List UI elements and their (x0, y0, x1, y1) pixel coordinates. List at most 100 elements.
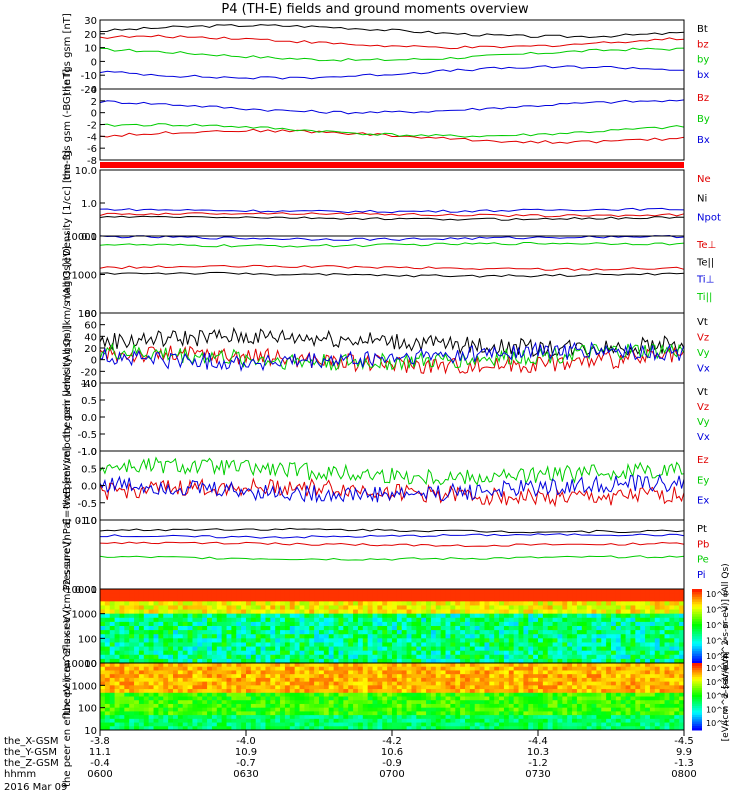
heatmap-cell (314, 666, 320, 671)
y-tick-label: 0 (91, 57, 97, 68)
heatmap-cell (635, 617, 641, 623)
heatmap-cell (396, 715, 403, 720)
heatmap-cell (489, 663, 495, 668)
heatmap-cell (494, 666, 500, 671)
heatmap-cell (513, 634, 520, 639)
heatmap-cell (664, 703, 670, 709)
heatmap-cell (664, 621, 670, 627)
heatmap-cell (474, 605, 481, 611)
heatmap-cell (143, 666, 150, 671)
heatmap-cell (542, 663, 549, 668)
heatmap-cell (367, 666, 374, 671)
heatmap-cell (426, 707, 432, 712)
heatmap-cell (343, 703, 349, 709)
heatmap-cell (153, 650, 159, 656)
heatmap-cell (596, 638, 602, 643)
heatmap-cell (596, 666, 602, 671)
heatmap-cell (533, 666, 539, 671)
heatmap-cell (323, 663, 330, 668)
heatmap-cell (659, 617, 666, 623)
heatmap-cell (377, 601, 383, 606)
heatmap-cell (572, 689, 578, 694)
heatmap-cell (401, 707, 408, 712)
heatmap-cell (119, 700, 125, 705)
heatmap-cell (207, 670, 213, 675)
heatmap-cell (323, 696, 330, 701)
heatmap-cell (401, 703, 408, 709)
heatmap-cell (562, 707, 568, 712)
heatmap-cell (124, 601, 130, 606)
heatmap-cell (664, 601, 670, 606)
heatmap-cell (182, 630, 189, 635)
heatmap-cell (421, 685, 427, 690)
heatmap-cell (581, 692, 588, 697)
heatmap-cell (148, 722, 155, 727)
series-line-Te⊥ (99, 264, 685, 271)
heatmap-cell (158, 638, 164, 643)
heatmap-cell (435, 626, 442, 631)
heatmap-cell (611, 613, 617, 619)
heatmap-cell (367, 613, 374, 619)
heatmap-cell (489, 609, 495, 615)
heatmap-cell (241, 681, 247, 686)
heatmap-cell (533, 663, 539, 668)
heatmap-cell (377, 692, 383, 697)
heatmap-cell (528, 689, 534, 694)
heatmap-cell (440, 593, 447, 598)
heatmap-cell (552, 621, 558, 627)
legend-entry: Vz (697, 402, 709, 413)
heatmap-cell (377, 726, 383, 731)
heatmap-cell (523, 689, 529, 694)
heatmap-cell (343, 692, 349, 697)
heatmap-cell (411, 663, 417, 668)
heatmap-cell (241, 630, 247, 635)
heatmap-cell (460, 711, 466, 716)
heatmap-cell (538, 613, 544, 619)
heatmap-cell (396, 666, 403, 671)
heatmap-cell (538, 658, 544, 664)
heatmap-cell (314, 715, 320, 720)
heatmap-cell (611, 617, 617, 623)
heatmap-cell (362, 650, 369, 656)
heatmap-cell (153, 685, 159, 690)
heatmap-cell (430, 650, 437, 656)
heatmap-cell (562, 597, 568, 602)
heatmap-cell (314, 617, 320, 623)
heatmap-cell (445, 681, 451, 686)
heatmap-cell (226, 638, 232, 643)
heatmap-cell (484, 685, 490, 690)
heatmap-cell (304, 597, 310, 602)
heatmap-cell (620, 689, 627, 694)
heatmap-cell (216, 658, 223, 664)
heatmap-cell (440, 589, 447, 594)
heatmap-cell (465, 726, 471, 731)
heatmap-cell (158, 722, 164, 727)
heatmap-cell (562, 677, 568, 683)
heatmap-cell (455, 626, 461, 631)
heatmap-cell (163, 654, 169, 660)
heatmap-cell (664, 642, 670, 648)
heatmap-cell (148, 692, 155, 697)
heatmap-cell (231, 630, 237, 635)
y-tick-label: -20 (81, 85, 97, 96)
heatmap-cell (474, 666, 481, 671)
y-tick-label: 40 (84, 332, 97, 343)
heatmap-cell (309, 670, 315, 675)
heatmap-cell (669, 726, 675, 731)
heatmap-cell (411, 593, 417, 598)
heatmap-cell (513, 703, 520, 709)
y-axis-label: the peer en eflux eV (cm^2-s-sr-eV) (62, 606, 73, 787)
heatmap-cell (187, 670, 193, 675)
heatmap-cell (357, 593, 364, 598)
heatmap-cell (421, 634, 427, 639)
heatmap-cell (659, 715, 666, 720)
heatmap-cell (542, 722, 549, 727)
heatmap-cell (275, 696, 281, 701)
heatmap-cell (440, 650, 447, 656)
heatmap-cell (615, 707, 622, 712)
heatmap-cell (143, 681, 150, 686)
heatmap-cell (591, 621, 597, 627)
heatmap-cell (357, 726, 364, 731)
heatmap-cell (114, 593, 120, 598)
heatmap-cell (679, 677, 685, 683)
